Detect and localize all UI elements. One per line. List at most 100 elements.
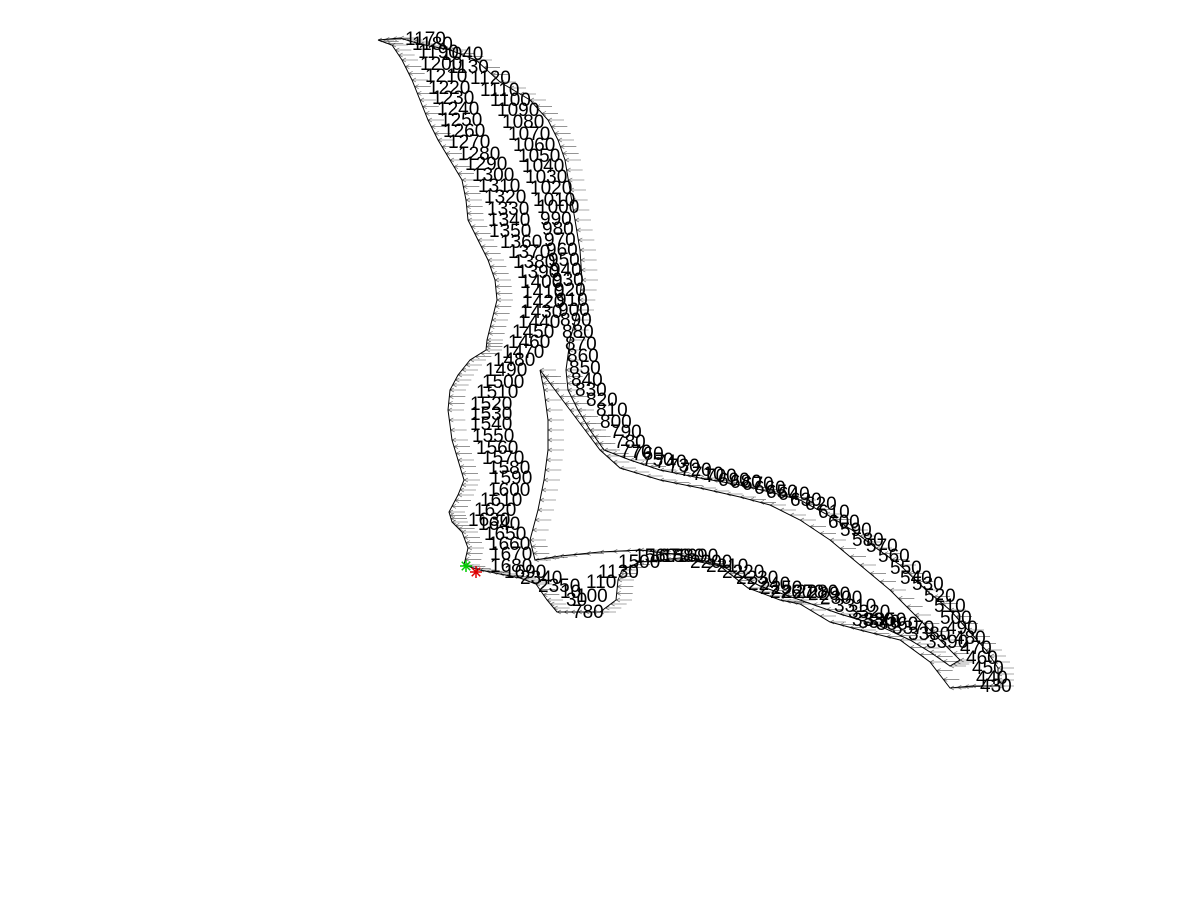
node-label: 1040 — [441, 44, 483, 65]
velocity-vector — [545, 397, 562, 403]
node-label: 1340 — [488, 210, 530, 231]
node-label: 1430 — [520, 302, 562, 323]
node-label: 1410 — [522, 282, 564, 303]
velocity-vector — [543, 477, 560, 483]
velocity-vector — [457, 492, 474, 498]
node-label: 580 — [852, 530, 884, 551]
velocity-vector — [467, 211, 484, 216]
node-label: 920 — [554, 280, 586, 301]
node-label: 1480 — [493, 350, 535, 371]
velocity-vector — [943, 677, 960, 682]
velocity-vector — [495, 284, 512, 289]
node-label: 3320 — [848, 602, 890, 623]
node-label: 1680 — [490, 556, 532, 577]
velocity-vector — [471, 224, 488, 229]
node-label: 830 — [575, 380, 607, 401]
node-label: 1070 — [508, 124, 550, 145]
velocity-vector — [566, 167, 583, 173]
node-label: 1020 — [530, 178, 572, 199]
node-label: 720 — [680, 460, 712, 481]
velocity-vector — [453, 444, 470, 449]
velocity-vector — [581, 267, 598, 273]
velocity-vector — [571, 197, 588, 203]
node-label: 1170 — [405, 29, 446, 50]
velocity-vector — [557, 137, 574, 143]
velocity-vector — [461, 482, 478, 488]
velocity-vector — [617, 584, 634, 589]
velocity-vector — [463, 477, 480, 483]
node-label: 680 — [730, 472, 762, 493]
velocity-vector — [578, 237, 595, 243]
velocity-vector — [562, 151, 579, 156]
velocity-vector — [465, 362, 482, 368]
node-label: 1510 — [476, 382, 518, 403]
node-label: 1210 — [425, 66, 467, 87]
velocity-vector — [997, 683, 1014, 689]
node-label: 1080 — [502, 112, 544, 133]
velocity-vector — [466, 551, 483, 556]
velocity-vector — [447, 407, 464, 413]
velocity-vector — [906, 604, 923, 609]
velocity-vector — [448, 401, 465, 406]
node-label: 10 — [560, 582, 581, 603]
node-label: 30 — [566, 590, 587, 611]
node-label: 1060 — [513, 135, 555, 156]
node-label: 1190 — [418, 42, 459, 63]
node-label: 1590 — [490, 468, 532, 489]
velocity-vector — [529, 537, 546, 543]
node-label: 1360 — [500, 232, 542, 253]
node-label: 2260 — [770, 582, 812, 603]
velocity-vector — [461, 367, 478, 373]
velocity-vector — [450, 427, 467, 433]
node-label: 1600 — [488, 480, 530, 501]
velocity-vector — [554, 131, 571, 136]
node-label: 1560 — [634, 546, 676, 567]
velocity-vector — [533, 551, 550, 556]
node-label: 1240 — [437, 99, 479, 120]
node-label: 610 — [818, 502, 850, 523]
node-label: 2250 — [760, 578, 802, 599]
node-label: 1560 — [476, 438, 518, 459]
velocity-vector — [549, 381, 566, 386]
velocity-vector — [450, 516, 467, 521]
velocity-vector — [829, 619, 846, 625]
node-label: 1500 — [618, 552, 660, 573]
node-label: 600 — [828, 512, 860, 533]
node-label: 100 — [576, 586, 608, 607]
node-label: 1260 — [443, 121, 485, 142]
velocity-vector — [997, 665, 1014, 671]
velocity-vector — [452, 382, 469, 388]
node-label: 570 — [866, 536, 898, 557]
velocity-vector — [551, 124, 568, 129]
node-label: 1580 — [488, 458, 530, 479]
velocity-vector — [615, 597, 632, 603]
velocity-vector — [959, 657, 976, 663]
velocity-vector — [493, 311, 510, 316]
velocity-vector — [565, 367, 582, 373]
node-label: 880 — [562, 322, 594, 343]
node-label: 780 — [614, 432, 646, 453]
node-label: 1030 — [525, 167, 567, 188]
node-label: 1010 — [533, 190, 575, 211]
node-label: 1250 — [440, 110, 482, 131]
velocity-vector — [467, 545, 484, 551]
node-label: 1660 — [488, 534, 530, 555]
node-label: 1400 — [520, 272, 562, 293]
outer-boundary-line — [377, 37, 999, 689]
velocity-vector — [491, 317, 508, 323]
node-label: 1550 — [472, 426, 514, 447]
velocity-vector — [486, 337, 503, 343]
node-label: 3330 — [852, 610, 894, 631]
velocity-vector — [539, 367, 556, 373]
node-label: 560 — [878, 546, 910, 567]
node-label: 1520 — [470, 394, 512, 415]
node-label: 1300 — [472, 165, 514, 186]
node-label: 740 — [655, 452, 687, 473]
velocity-vector — [568, 177, 585, 183]
velocity-vector — [484, 251, 501, 256]
velocity-vector — [936, 668, 953, 673]
node-label: 860 — [567, 346, 599, 367]
node-label: 1200 — [420, 54, 462, 75]
velocity-vector — [579, 247, 596, 253]
